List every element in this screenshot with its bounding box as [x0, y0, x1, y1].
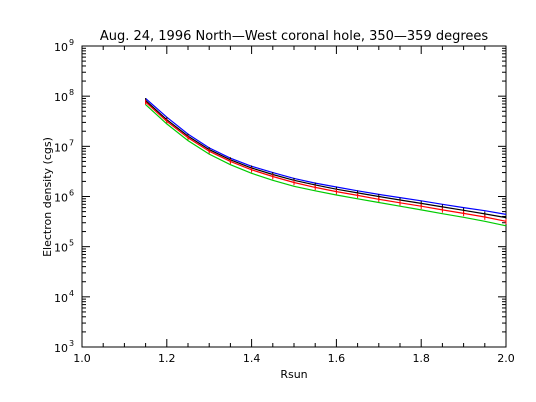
x-tick-label: 1.8 — [412, 352, 430, 365]
series-line-1 — [145, 100, 507, 219]
x-tick-label: 1.4 — [243, 352, 261, 365]
series-line-2 — [145, 101, 507, 222]
y-tick-label: 10 — [54, 292, 68, 305]
y-tick-label: 10 — [54, 41, 68, 54]
data-series — [145, 98, 507, 227]
y-tick-label: 10 — [54, 342, 68, 355]
series-line-3 — [145, 104, 507, 227]
x-tick-label: 1.0 — [73, 352, 91, 365]
plot-frame — [81, 45, 507, 348]
y-tick-exponent: 6 — [69, 189, 74, 198]
y-tick-exponent: 8 — [69, 88, 74, 97]
series-line-0 — [145, 98, 507, 215]
chart-title: Aug. 24, 1996 North—West coronal hole, 3… — [100, 29, 489, 44]
x-axis-label: Rsun — [280, 368, 307, 381]
y-tick-exponent: 7 — [69, 138, 74, 147]
x-tick-label: 2.0 — [497, 352, 515, 365]
y-tick-label: 10 — [54, 91, 68, 104]
y-tick-exponent: 5 — [69, 239, 74, 248]
y-tick-label: 10 — [54, 242, 68, 255]
y-tick-exponent: 3 — [69, 339, 74, 348]
y-tick-label: 10 — [54, 192, 68, 205]
y-tick-exponent: 9 — [69, 38, 74, 47]
y-axis-label: Electron density (cgs) — [41, 137, 54, 257]
x-tick-label: 1.2 — [158, 352, 176, 365]
y-tick-exponent: 4 — [69, 289, 74, 298]
x-tick-label: 1.6 — [328, 352, 346, 365]
y-tick-label: 10 — [54, 141, 68, 154]
